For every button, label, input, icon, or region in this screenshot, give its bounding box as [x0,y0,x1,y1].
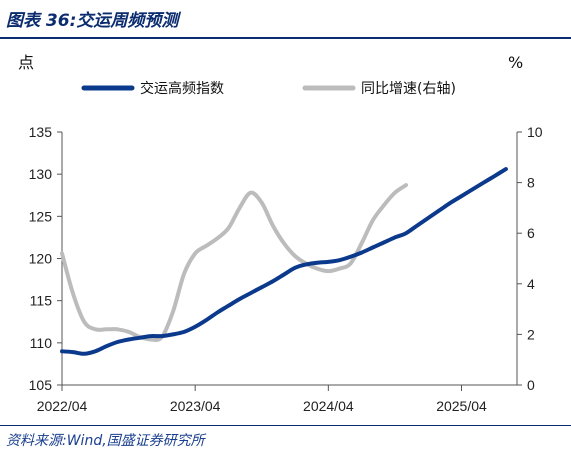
axes: 105 110 115 120 125 130 135 0 2 4 6 8 10 2022/04 2023/… [29,124,543,414]
right-tick-label: 2 [527,326,535,342]
legend-label-yoy: 同比增速(右轴) [361,81,456,97]
footer-rule [0,425,571,426]
series-layer [60,167,508,356]
source-note: 资料来源:Wind,国盛证券研究所 [6,433,205,449]
left-tick-label: 125 [29,208,53,224]
x-tick-label: 2024/04 [303,398,354,414]
title-rule [0,37,571,39]
left-tick-label: 115 [30,293,53,309]
left-tick-label: 130 [29,166,53,182]
right-tick-label: 10 [527,124,543,140]
line-chart: 点 % 交运高频指数 同比增速(右轴) 105 110 115 120 125 130 13… [18,53,543,414]
left-tick-label: 105 [29,377,53,393]
figure-title: 图表 36:交运周频预测 [6,11,179,31]
left-tick-label: 110 [30,335,53,351]
right-tick-label: 0 [527,377,535,393]
legend-label-index: 交运高频指数 [140,80,224,97]
right-tick-label: 4 [527,276,535,292]
x-tick-label: 2025/04 [436,398,487,414]
legend: 交运高频指数 同比增速(右轴) [81,80,456,97]
x-tick-label: 2023/04 [170,398,221,414]
right-tick-label: 6 [527,225,535,241]
series-line-yoy [60,183,408,342]
x-tick-label: 2022/04 [37,398,88,414]
left-axis-unit: 点 [18,53,34,72]
right-axis-unit: % [508,53,523,72]
series-line-index [60,167,508,356]
left-tick-label: 135 [29,124,53,140]
right-tick-label: 8 [527,175,535,191]
left-tick-label: 120 [29,251,53,267]
